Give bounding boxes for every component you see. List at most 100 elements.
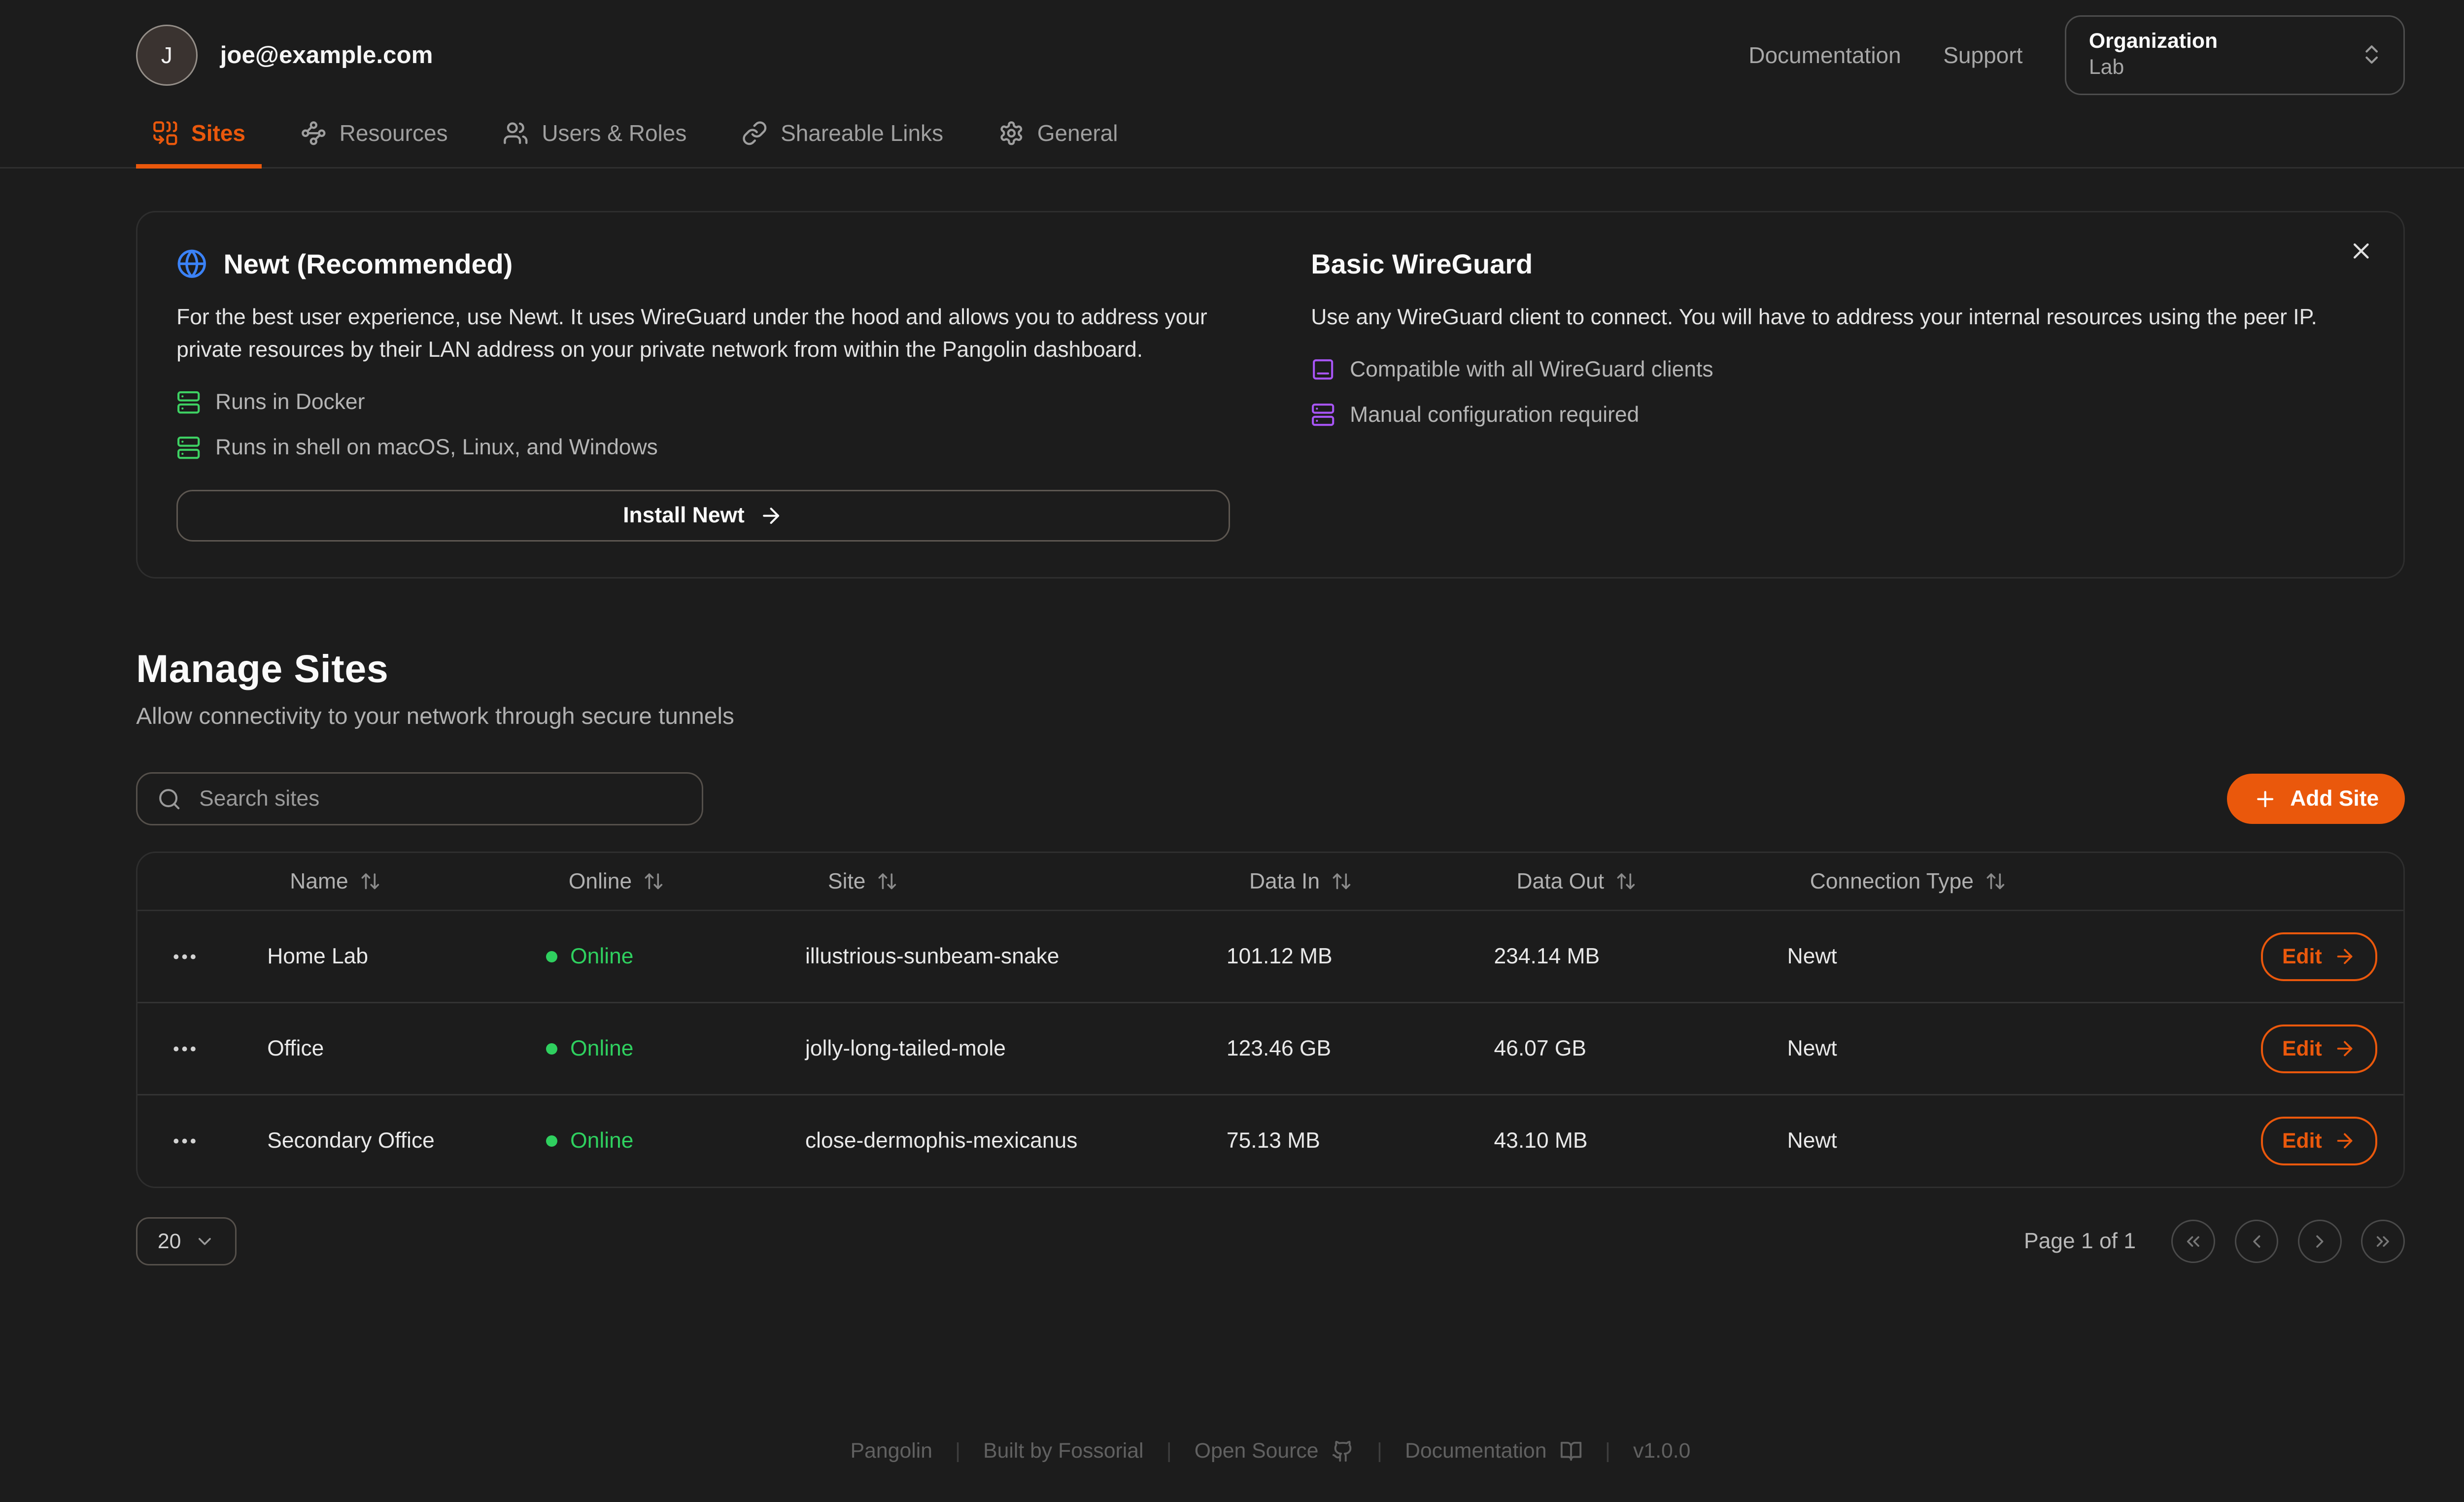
book-open-icon xyxy=(1560,1440,1582,1463)
column-header-connection-type[interactable]: Connection Type xyxy=(1774,869,2248,894)
data-out: 46.07 GB xyxy=(1494,1036,1586,1061)
data-in: 101.12 MB xyxy=(1226,944,1333,969)
newt-feature-label: Runs in shell on macOS, Linux, and Windo… xyxy=(215,435,658,460)
site-slug: close-dermophis-mexicanus xyxy=(805,1128,1078,1153)
edit-button[interactable]: Edit xyxy=(2260,932,2378,981)
row-menu-button[interactable] xyxy=(164,942,254,971)
newt-feature: Runs in Docker xyxy=(176,386,1230,418)
edit-button[interactable]: Edit xyxy=(2260,1117,2378,1165)
close-icon[interactable] xyxy=(2348,238,2374,264)
arrow-right-icon xyxy=(2333,1129,2356,1152)
chevrons-up-down-icon xyxy=(2360,42,2384,67)
arrow-right-icon xyxy=(759,504,783,528)
server-icon xyxy=(1311,403,1335,427)
footer-built-by: Built by Fossorial xyxy=(983,1439,1144,1463)
data-in: 123.46 GB xyxy=(1226,1036,1332,1061)
last-page-button[interactable] xyxy=(2361,1219,2405,1263)
sites-table: Name Online Site xyxy=(136,852,2405,1188)
wireguard-method: Basic WireGuard Use any WireGuard client… xyxy=(1311,248,2364,542)
wireguard-description: Use any WireGuard client to connect. You… xyxy=(1311,305,2317,329)
connection-type: Newt xyxy=(1787,1036,1837,1061)
tab-resources[interactable]: Resources xyxy=(284,101,464,169)
site-slug: illustrious-sunbeam-snake xyxy=(805,944,1060,969)
newt-method: Newt (Recommended) For the best user exp… xyxy=(176,248,1230,542)
site-name: Home Lab xyxy=(267,944,369,969)
add-site-button[interactable]: Add Site xyxy=(2227,774,2405,824)
table-row: Home Lab Online illustrious-sunbeam-snak… xyxy=(137,911,2403,1002)
footer-documentation-link[interactable]: Documentation xyxy=(1405,1439,1582,1463)
edit-button[interactable]: Edit xyxy=(2260,1024,2378,1073)
globe-icon xyxy=(176,248,207,279)
row-menu-button[interactable] xyxy=(164,1126,254,1156)
panel-icon xyxy=(1311,357,1335,381)
arrow-right-icon xyxy=(2333,1037,2356,1060)
tab-sites-label: Sites xyxy=(191,120,245,146)
page-indicator: Page 1 of 1 xyxy=(2024,1229,2136,1254)
organization-selector[interactable]: Organization Lab xyxy=(2064,15,2405,95)
table-header-row: Name Online Site xyxy=(137,853,2403,912)
chevrons-left-icon xyxy=(2187,1236,2200,1247)
tab-shareable-links[interactable]: Shareable Links xyxy=(725,101,959,169)
user-email: joe@example.com xyxy=(220,41,433,69)
server-icon xyxy=(176,436,201,460)
sort-icon xyxy=(1615,871,1637,892)
top-bar: J joe@example.com Documentation Support … xyxy=(136,0,2405,95)
page-subtitle: Allow connectivity to your network throu… xyxy=(136,703,734,730)
sort-icon xyxy=(643,871,664,892)
tab-users-roles[interactable]: Users & Roles xyxy=(487,101,703,169)
organization-selector-label: Organization xyxy=(2088,29,2218,53)
tab-sites[interactable]: Sites xyxy=(136,101,262,169)
sort-icon xyxy=(877,871,898,892)
next-page-button[interactable] xyxy=(2297,1219,2342,1263)
chevron-right-icon xyxy=(2316,1235,2324,1248)
search-sites-box xyxy=(136,772,704,826)
tab-users-roles-label: Users & Roles xyxy=(542,120,687,146)
column-header-site[interactable]: Site xyxy=(792,869,1214,894)
footer-version: v1.0.0 xyxy=(1633,1439,1691,1463)
site-slug: jolly-long-tailed-mole xyxy=(805,1036,1006,1061)
tab-general-label: General xyxy=(1037,120,1118,146)
tab-bar: Sites Resources Users & Roles Shareable … xyxy=(0,101,2464,169)
avatar[interactable]: J xyxy=(136,24,198,86)
connection-type: Newt xyxy=(1787,1128,1837,1153)
online-status: Online xyxy=(570,1128,634,1153)
chevrons-right-icon xyxy=(2376,1236,2389,1247)
users-icon xyxy=(503,120,529,146)
first-page-button[interactable] xyxy=(2171,1219,2216,1263)
chevron-left-icon xyxy=(2253,1235,2260,1248)
chevron-down-icon xyxy=(194,1231,215,1252)
connection-methods-card: Newt (Recommended) For the best user exp… xyxy=(136,210,2405,579)
search-input[interactable] xyxy=(196,785,683,813)
column-header-data-in[interactable]: Data In xyxy=(1214,869,1481,894)
table-row: Secondary Office Online close-dermophis-… xyxy=(137,1094,2403,1186)
link-icon xyxy=(742,120,768,146)
column-header-name[interactable]: Name xyxy=(254,869,533,894)
github-icon xyxy=(1332,1440,1354,1463)
column-header-data-out[interactable]: Data Out xyxy=(1481,869,1774,894)
install-newt-button[interactable]: Install Newt xyxy=(176,489,1230,542)
page-title: Manage Sites xyxy=(136,647,389,691)
plus-icon xyxy=(2253,787,2277,811)
data-out: 43.10 MB xyxy=(1494,1128,1588,1153)
combine-icon xyxy=(152,120,178,146)
page-size-select[interactable]: 20 xyxy=(136,1217,237,1266)
gear-icon xyxy=(998,120,1025,146)
column-header-online[interactable]: Online xyxy=(533,869,792,894)
previous-page-button[interactable] xyxy=(2234,1219,2279,1263)
documentation-link[interactable]: Documentation xyxy=(1748,42,1901,68)
ellipsis-icon xyxy=(173,1138,196,1144)
support-link[interactable]: Support xyxy=(1943,42,2023,68)
pagination: 20 Page 1 of 1 xyxy=(136,1217,2405,1266)
footer-open-source-link[interactable]: Open Source xyxy=(1195,1439,1354,1463)
newt-title: Newt (Recommended) xyxy=(223,248,513,279)
wireguard-feature-label: Compatible with all WireGuard clients xyxy=(1350,357,1713,381)
row-menu-button[interactable] xyxy=(164,1034,254,1063)
tab-general[interactable]: General xyxy=(982,101,1134,169)
site-name: Office xyxy=(267,1036,324,1061)
online-status-dot xyxy=(546,951,557,962)
sort-icon xyxy=(1985,871,2006,892)
footer-brand: Pangolin xyxy=(850,1439,932,1463)
data-out: 234.14 MB xyxy=(1494,944,1600,969)
online-status: Online xyxy=(570,1036,634,1061)
